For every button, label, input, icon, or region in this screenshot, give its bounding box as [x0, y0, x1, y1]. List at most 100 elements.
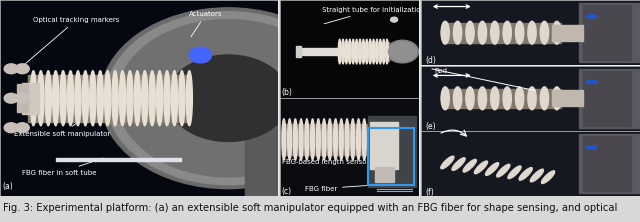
Text: Fig. 3: Experimental platform: (a) an extensible soft manipulator equipped with : Fig. 3: Experimental platform: (a) an ex…: [3, 203, 618, 213]
Ellipse shape: [349, 39, 351, 64]
Bar: [552, 91, 583, 106]
Text: FBG fiber: FBG fiber: [305, 185, 378, 192]
Ellipse shape: [466, 87, 474, 110]
Ellipse shape: [141, 71, 148, 126]
Bar: [245, 98, 278, 196]
Circle shape: [586, 80, 597, 84]
Ellipse shape: [368, 119, 372, 160]
Bar: [282, 124, 383, 155]
Ellipse shape: [372, 39, 375, 64]
Circle shape: [586, 15, 597, 18]
Text: (a): (a): [3, 182, 13, 190]
Ellipse shape: [503, 21, 511, 44]
Ellipse shape: [454, 21, 461, 44]
Ellipse shape: [149, 71, 156, 126]
Circle shape: [15, 123, 29, 133]
Ellipse shape: [67, 71, 74, 126]
Bar: [367, 116, 417, 187]
Ellipse shape: [287, 119, 292, 160]
Ellipse shape: [52, 71, 59, 126]
Ellipse shape: [83, 71, 88, 126]
Ellipse shape: [474, 161, 488, 174]
Ellipse shape: [328, 119, 332, 160]
Ellipse shape: [345, 119, 349, 160]
Ellipse shape: [112, 71, 118, 126]
Ellipse shape: [97, 71, 103, 126]
Ellipse shape: [540, 21, 548, 44]
Ellipse shape: [45, 71, 51, 126]
Ellipse shape: [519, 168, 532, 180]
Circle shape: [390, 17, 397, 22]
Text: (c): (c): [281, 186, 291, 196]
Ellipse shape: [342, 39, 344, 64]
Bar: [443, 89, 561, 108]
Ellipse shape: [316, 119, 320, 160]
Circle shape: [4, 64, 18, 74]
Bar: [22, 83, 39, 114]
Ellipse shape: [553, 21, 561, 44]
Ellipse shape: [441, 156, 454, 169]
Ellipse shape: [365, 39, 368, 64]
Ellipse shape: [463, 159, 476, 172]
Bar: [56, 158, 181, 161]
Text: Rod: Rod: [435, 68, 447, 74]
Bar: [374, 167, 394, 182]
Ellipse shape: [134, 71, 140, 126]
Ellipse shape: [497, 164, 510, 177]
Ellipse shape: [553, 87, 561, 110]
Ellipse shape: [293, 119, 298, 160]
Ellipse shape: [339, 39, 341, 64]
Circle shape: [167, 55, 289, 141]
Bar: [443, 23, 561, 43]
Ellipse shape: [120, 71, 125, 126]
Text: (e): (e): [426, 122, 436, 131]
Ellipse shape: [355, 39, 358, 64]
Ellipse shape: [333, 119, 337, 160]
Bar: [579, 134, 640, 193]
Ellipse shape: [104, 71, 111, 126]
Ellipse shape: [491, 21, 499, 44]
Bar: [296, 46, 301, 57]
Circle shape: [117, 20, 340, 177]
Ellipse shape: [352, 39, 355, 64]
Ellipse shape: [486, 163, 499, 175]
Ellipse shape: [305, 119, 308, 160]
Ellipse shape: [383, 39, 385, 64]
Text: Extensible soft manipulator: Extensible soft manipulator: [14, 110, 110, 137]
Ellipse shape: [186, 71, 193, 126]
Bar: [552, 25, 583, 41]
Ellipse shape: [374, 119, 378, 160]
Text: FBG fiber in soft tube: FBG fiber in soft tube: [22, 158, 103, 176]
Text: (b): (b): [281, 88, 292, 97]
Circle shape: [100, 8, 356, 189]
Ellipse shape: [322, 119, 326, 160]
Text: Straight tube for initialization: Straight tube for initialization: [321, 7, 424, 24]
Ellipse shape: [351, 119, 355, 160]
Ellipse shape: [503, 87, 511, 110]
Bar: [579, 3, 640, 62]
Ellipse shape: [30, 71, 36, 126]
Ellipse shape: [508, 166, 521, 178]
Ellipse shape: [528, 87, 536, 110]
Ellipse shape: [179, 71, 185, 126]
Ellipse shape: [541, 171, 555, 184]
Ellipse shape: [310, 119, 314, 160]
Ellipse shape: [441, 87, 449, 110]
Ellipse shape: [356, 119, 360, 160]
Ellipse shape: [299, 119, 303, 160]
Text: Actuators: Actuators: [189, 11, 223, 37]
Ellipse shape: [466, 21, 474, 44]
Ellipse shape: [38, 71, 44, 126]
Bar: [28, 75, 189, 122]
Circle shape: [15, 64, 29, 74]
Ellipse shape: [441, 21, 449, 44]
Bar: [300, 48, 341, 55]
Circle shape: [15, 93, 29, 103]
Circle shape: [4, 123, 18, 133]
Ellipse shape: [531, 169, 543, 182]
Ellipse shape: [380, 119, 383, 160]
Bar: [339, 42, 388, 61]
Circle shape: [387, 40, 419, 63]
Ellipse shape: [359, 39, 361, 64]
Circle shape: [586, 146, 597, 149]
